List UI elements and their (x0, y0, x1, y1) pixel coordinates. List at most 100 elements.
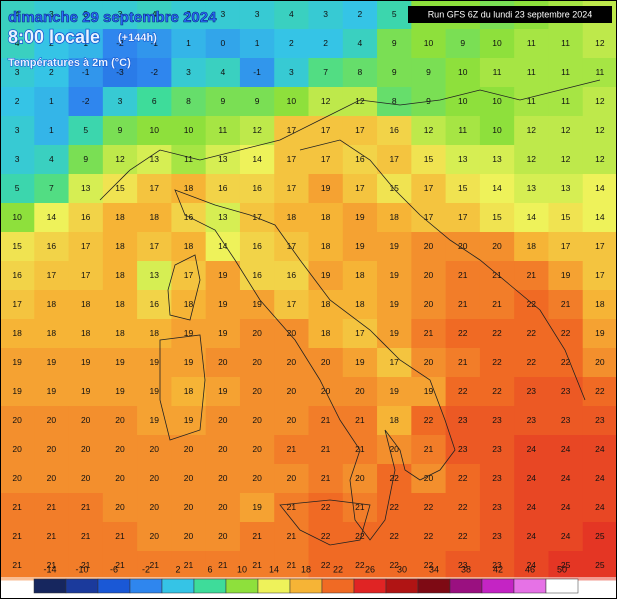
temp-cell (0, 145, 35, 175)
temp-value: 18 (115, 270, 125, 280)
temp-cell (102, 0, 138, 30)
temp-value: 17 (287, 241, 297, 251)
colorbar: -14 -10 -6 -2 2 6 10 14 18 22 26 30 34 38 42 46 50 (0, 564, 617, 599)
temp-value: 19 (12, 386, 22, 396)
temp-cell (34, 203, 70, 233)
temp-cell (308, 145, 344, 175)
temp-cell (582, 145, 617, 175)
temp-value: 9 (392, 67, 397, 77)
colorbar-label: 2 (175, 564, 180, 574)
temp-cell (0, 116, 35, 146)
temp-value: 19 (389, 386, 399, 396)
temp-cell (548, 232, 584, 262)
colorbar-label: 42 (493, 564, 503, 574)
temp-value: 1 (49, 96, 54, 106)
temp-value: 12 (595, 96, 605, 106)
temp-value: 10 (492, 125, 502, 135)
temp-value: 10 (184, 125, 194, 135)
temp-cell (137, 29, 172, 59)
temp-cell (137, 464, 172, 494)
temp-value: 10 (458, 96, 468, 106)
temp-value: 17 (184, 270, 194, 280)
colorbar-swatch (417, 578, 451, 594)
temp-value: 18 (389, 415, 399, 425)
temp-value: 23 (527, 415, 537, 425)
temp-value: 5 (392, 9, 397, 19)
temp-value: 4 (15, 38, 20, 48)
temp-cell (239, 174, 275, 204)
temp-cell (239, 232, 275, 262)
temp-value: 20 (252, 415, 262, 425)
temp-value: 18 (115, 241, 125, 251)
temp-cell (102, 319, 138, 349)
temp-value: 20 (184, 502, 194, 512)
temp-value: 20 (389, 444, 399, 454)
temp-value: 20 (321, 357, 331, 367)
temp-cell (137, 87, 172, 117)
temp-cell (239, 87, 275, 117)
temp-value: 19 (355, 241, 365, 251)
temp-cell (411, 29, 447, 59)
temp-value: 20 (12, 473, 22, 483)
temp-value: 13 (150, 154, 160, 164)
temp-value: 21 (47, 502, 57, 512)
temp-cell (342, 203, 378, 233)
temp-value: 22 (595, 386, 605, 396)
temp-value: 17 (458, 212, 468, 222)
temp-cell (445, 464, 481, 494)
temp-value: 20 (252, 473, 262, 483)
temp-value: 24 (527, 502, 537, 512)
temp-cell (582, 464, 617, 494)
temp-cell (479, 290, 515, 320)
temp-value: 13 (81, 183, 91, 193)
temp-cell (274, 551, 309, 581)
temp-value: 1 (186, 38, 191, 48)
temp-value: 21 (424, 444, 434, 454)
temp-cell (0, 261, 35, 291)
temp-value: 22 (424, 502, 434, 512)
temp-cell (239, 464, 275, 494)
temp-value: 22 (355, 531, 365, 541)
temp-cell (0, 406, 35, 436)
temp-cell (582, 406, 617, 436)
temp-value: 18 (527, 241, 537, 251)
temp-value: 3 (49, 9, 54, 19)
colorbar-swatch (481, 578, 515, 594)
temp-value: 19 (184, 357, 194, 367)
temp-cell (411, 116, 447, 146)
temp-cell (582, 493, 617, 523)
temp-cell (479, 464, 515, 494)
temp-cell (68, 0, 104, 30)
temp-value: 19 (184, 328, 194, 338)
temp-value: 18 (115, 299, 125, 309)
temp-value: 21 (458, 299, 468, 309)
temp-cell (548, 522, 584, 552)
temp-cell (0, 493, 35, 523)
temp-value: 17 (595, 270, 605, 280)
temp-cell (205, 493, 241, 523)
temp-value: 16 (252, 183, 262, 193)
temp-value: 19 (184, 415, 194, 425)
temp-cell (411, 551, 447, 581)
temp-cell (377, 290, 412, 320)
temp-cell (479, 203, 515, 233)
temp-value: 21 (287, 444, 297, 454)
temp-cell (411, 261, 447, 291)
temp-value: 12 (355, 96, 365, 106)
temp-cell (411, 203, 447, 233)
temp-value: 11 (184, 154, 193, 164)
temp-value: 21 (561, 299, 571, 309)
temp-value: 11 (493, 67, 502, 77)
temp-cell (445, 348, 481, 378)
temp-value: 3 (220, 9, 225, 19)
temp-cell (137, 58, 172, 88)
temp-value: 20 (355, 473, 365, 483)
temp-value: 15 (561, 212, 571, 222)
temp-cell (274, 319, 309, 349)
temp-value: 17 (595, 241, 605, 251)
temp-value: 19 (252, 299, 262, 309)
temp-value: 2 (49, 38, 54, 48)
temp-value: 23 (595, 415, 605, 425)
temp-value: 22 (424, 531, 434, 541)
temp-value: 1 (49, 125, 54, 135)
